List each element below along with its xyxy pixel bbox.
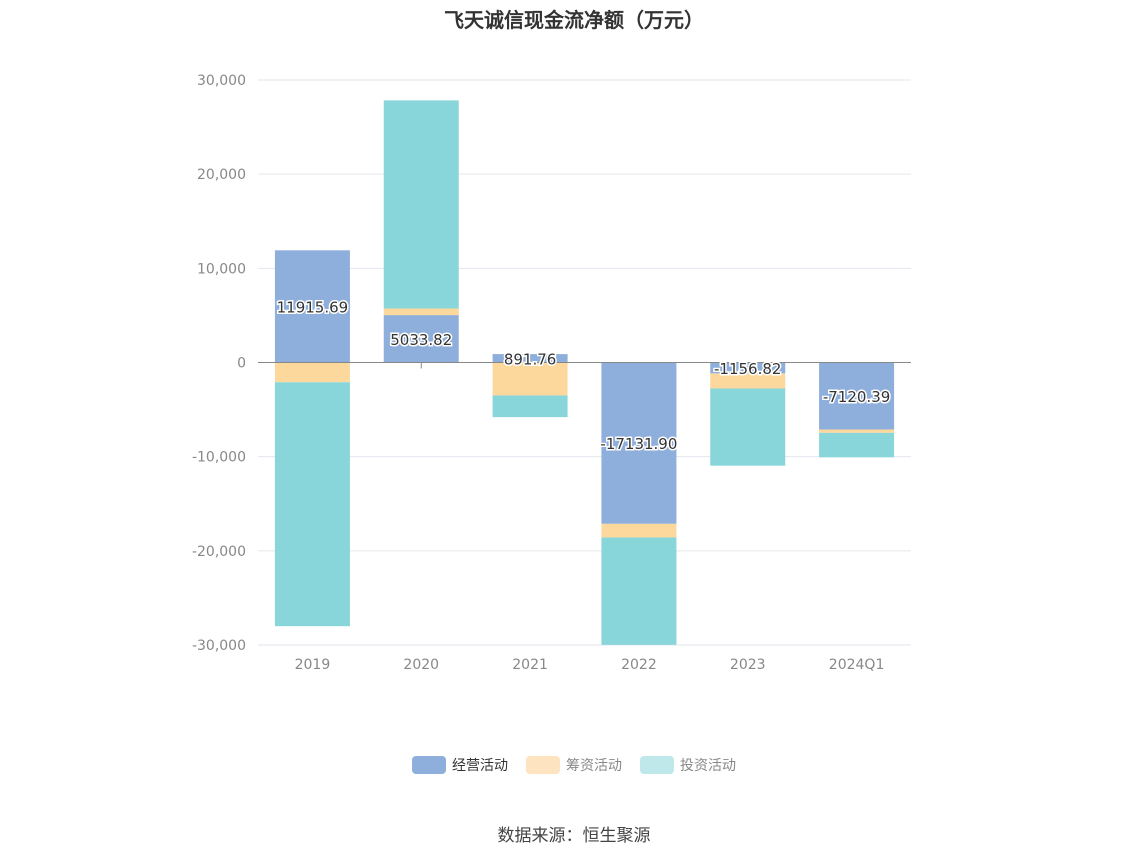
bar-financing (383, 308, 459, 316)
data-label-operating: -7120.39 (823, 388, 890, 406)
bar-investing (383, 100, 459, 309)
bar-investing (710, 388, 786, 466)
y-tick-label: -30,000 (192, 638, 246, 654)
legend-swatch-operating (412, 756, 446, 774)
y-tick-label: -20,000 (192, 544, 246, 560)
legend-item-operating[interactable]: 经营活动 (412, 755, 508, 775)
legend-label-investing: 投资活动 (680, 758, 736, 774)
bar-financing (819, 429, 895, 433)
x-tick-label: 2022 (621, 657, 657, 673)
y-tick-label: 20,000 (197, 167, 246, 183)
data-label-operating: -17131.90 (600, 435, 677, 453)
data-label-operating: 5033.82 (390, 331, 452, 349)
x-tick-label: 2019 (295, 657, 331, 673)
data-label-operating: -1156.82 (714, 360, 781, 378)
bar-financing (274, 362, 350, 383)
bar-financing (601, 523, 677, 538)
bar-investing (601, 537, 677, 645)
data-label-operating: 891.76 (504, 350, 557, 368)
bar-investing (274, 382, 350, 627)
legend-label-financing: 筹资活动 (566, 758, 622, 774)
x-tick-label: 2021 (512, 657, 548, 673)
x-tick-label: 2024Q1 (829, 657, 885, 673)
y-tick-label: 10,000 (197, 261, 246, 277)
bar-operating (819, 362, 895, 430)
bar-operating (492, 354, 568, 363)
bar-investing (819, 432, 895, 458)
legend-swatch-financing (526, 756, 560, 774)
y-tick-label: 30,000 (197, 73, 246, 89)
y-tick-label: 0 (237, 356, 246, 372)
legend-item-financing[interactable]: 筹资活动 (526, 755, 622, 775)
chart-plot: 30,000 20,000 10,000 0 -10,000 -20,000 -30,000… (192, 73, 911, 673)
bar-operating (274, 250, 350, 363)
legend-label-operating: 经营活动 (452, 758, 508, 774)
x-tick-label: 2020 (403, 657, 439, 673)
bar-operating (710, 362, 786, 374)
legend-item-investing[interactable]: 投资活动 (640, 755, 736, 775)
data-label-operating: 11915.69 (277, 298, 349, 316)
chart-legend: 经营活动 筹资活动 投资活动 (0, 755, 1148, 775)
bar-financing (710, 373, 786, 389)
bar-financing (492, 362, 568, 396)
bar-operating (601, 362, 677, 524)
chart-title: 飞天诚信现金流净额（万元） (444, 8, 704, 32)
y-tick-label: -10,000 (192, 450, 246, 466)
x-tick-label: 2023 (730, 657, 766, 673)
legend-swatch-investing (640, 756, 674, 774)
bar-operating (383, 315, 459, 363)
data-source: 数据来源：恒生聚源 (497, 826, 651, 846)
bar-investing (492, 395, 568, 418)
